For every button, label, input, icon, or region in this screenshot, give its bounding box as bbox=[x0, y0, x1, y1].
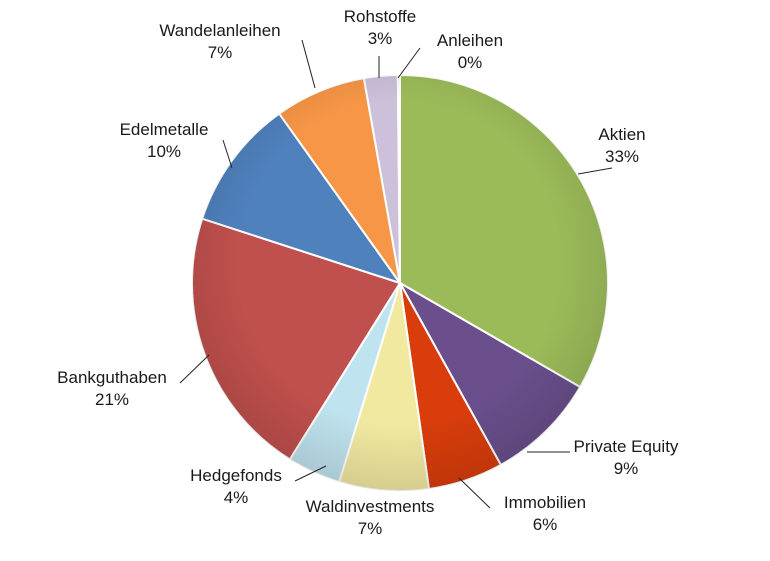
slice-label-value: 7% bbox=[208, 43, 233, 62]
slice-label-value: 21% bbox=[95, 390, 129, 409]
slice-label-value: 33% bbox=[605, 147, 639, 166]
slice-label-value: 9% bbox=[614, 459, 639, 478]
slice-label-name: Aktien bbox=[598, 125, 645, 144]
pie-slices bbox=[191, 73, 609, 492]
slice-label: Anleihen 0% bbox=[437, 31, 503, 72]
slice-label: Immobilien 6% bbox=[504, 493, 586, 534]
slice-labels: Aktien 33% Private Equity 9% Immobilien 6% Wal… bbox=[57, 7, 679, 538]
slice-label-name: Edelmetalle bbox=[120, 120, 209, 139]
slice-label-name: Immobilien bbox=[504, 493, 586, 512]
leader-line bbox=[179, 354, 210, 384]
slice-label-value: 3% bbox=[368, 29, 393, 48]
slice-label-value: 7% bbox=[358, 519, 383, 538]
slice-label: Wandelanleihen 7% bbox=[159, 21, 280, 62]
slice-label: Rohstoffe 3% bbox=[344, 7, 416, 48]
slice-label-name: Hedgefonds bbox=[190, 466, 282, 485]
slice-label-name: Wandelanleihen bbox=[159, 21, 280, 40]
slice-label-name: Private Equity bbox=[574, 437, 679, 456]
leader-line bbox=[397, 47, 421, 79]
slice-label-value: 0% bbox=[458, 53, 483, 72]
slice-label-value: 4% bbox=[224, 488, 249, 507]
leader-line bbox=[458, 477, 491, 509]
slice-label: Waldinvestments 7% bbox=[306, 497, 435, 538]
slice-label-value: 6% bbox=[533, 515, 558, 534]
slice-label: Private Equity 9% bbox=[574, 437, 679, 478]
leader-line bbox=[294, 465, 327, 482]
slice-label-value: 10% bbox=[147, 142, 181, 161]
slice-label-name: Anleihen bbox=[437, 31, 503, 50]
leader-lines bbox=[179, 39, 613, 509]
slice-label: Bankguthaben 21% bbox=[57, 368, 167, 409]
slice-label: Aktien 33% bbox=[598, 125, 645, 166]
slice-label-name: Bankguthaben bbox=[57, 368, 167, 387]
slice-label-name: Waldinvestments bbox=[306, 497, 435, 516]
leader-line bbox=[577, 167, 613, 175]
leader-line bbox=[301, 39, 316, 89]
leader-line bbox=[222, 139, 233, 169]
slice-label-name: Rohstoffe bbox=[344, 7, 416, 26]
slice-label: Hedgefonds 4% bbox=[190, 466, 282, 507]
slice-label: Edelmetalle 10% bbox=[120, 120, 209, 161]
